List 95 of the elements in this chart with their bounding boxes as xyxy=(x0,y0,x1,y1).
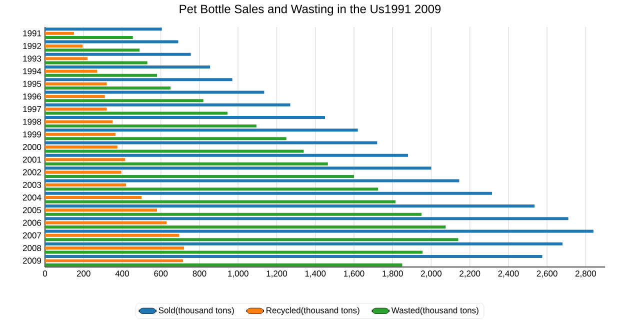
bar xyxy=(45,225,446,228)
bar xyxy=(45,66,210,69)
bar xyxy=(45,128,358,132)
bar xyxy=(45,74,157,77)
bar xyxy=(45,170,122,174)
bar xyxy=(45,188,378,191)
bar xyxy=(45,230,594,233)
y-tick-label: 2002 xyxy=(22,169,42,176)
y-tick-label: 2007 xyxy=(22,232,42,238)
y-tick-label: 1992 xyxy=(23,42,42,49)
y-tick-label: 2005 xyxy=(22,207,42,214)
y-tick-label: 2001 xyxy=(22,156,42,163)
bar xyxy=(45,57,88,60)
y-tick-label: 2003 xyxy=(22,182,42,188)
bar xyxy=(45,116,326,120)
legend-label: Recycled(thousand tons) xyxy=(266,307,360,316)
bar xyxy=(45,250,423,254)
y-tick-label: 1995 xyxy=(23,80,42,87)
bar xyxy=(45,150,304,153)
bar xyxy=(45,174,354,178)
y-tick-label: 1993 xyxy=(23,56,42,62)
bar xyxy=(45,124,256,128)
x-tick-label: 2,000 xyxy=(421,270,442,278)
x-tick-label: 400 xyxy=(115,270,129,277)
x-tick-label: 1,000 xyxy=(228,270,248,278)
x-tick-label: 1,200 xyxy=(266,270,288,278)
x-tick-label: 0 xyxy=(42,270,48,277)
legend-label: Wasted(thousand tons) xyxy=(391,307,478,316)
bar xyxy=(45,44,83,48)
y-tick-label: 1999 xyxy=(23,131,42,138)
y-tick-label: 1991 xyxy=(23,30,42,36)
bar xyxy=(45,259,184,262)
y-tick-label: 1996 xyxy=(23,93,42,100)
y-tick-label: 2008 xyxy=(22,245,42,252)
bar xyxy=(45,238,458,242)
y-tick-label: 2009 xyxy=(22,258,42,264)
x-tick-label: 2,600 xyxy=(536,270,558,278)
bar xyxy=(45,61,148,64)
x-tick-label: 800 xyxy=(192,270,206,277)
bar xyxy=(45,192,492,195)
bar xyxy=(45,263,402,266)
bar xyxy=(45,217,568,220)
bar xyxy=(45,183,126,186)
bar xyxy=(45,112,228,115)
y-tick-label: 2000 xyxy=(22,144,42,150)
x-tick-label: 1,800 xyxy=(382,270,403,278)
bar xyxy=(45,254,542,258)
bar xyxy=(45,78,232,82)
y-tick-label: 2004 xyxy=(22,194,42,201)
x-tick-label: 2,400 xyxy=(498,270,519,278)
bar xyxy=(45,120,113,124)
bar xyxy=(45,234,180,237)
x-tick-label: 600 xyxy=(154,270,168,277)
bar xyxy=(45,221,167,224)
y-tick-label: 2006 xyxy=(22,220,42,226)
y-tick-label: 1997 xyxy=(23,106,42,112)
legend-label: Sold(thousand tons) xyxy=(158,307,234,316)
bar xyxy=(45,90,264,94)
bar xyxy=(45,146,118,148)
bar xyxy=(45,154,408,157)
bar xyxy=(45,196,142,200)
bar xyxy=(45,132,116,136)
x-tick-label: 1,400 xyxy=(305,270,326,278)
bar xyxy=(45,36,133,40)
bar xyxy=(45,108,107,111)
bar xyxy=(45,179,460,182)
x-tick-label: 2,800 xyxy=(575,270,596,278)
bar xyxy=(45,166,432,170)
bar xyxy=(45,208,157,212)
bar xyxy=(45,52,191,56)
bar xyxy=(45,40,178,44)
bar xyxy=(45,94,105,98)
bar xyxy=(45,103,290,106)
bar xyxy=(45,242,563,246)
bar xyxy=(45,86,171,90)
y-tick-label: 1994 xyxy=(23,68,42,74)
bar xyxy=(45,204,535,208)
bar xyxy=(45,70,98,73)
bar xyxy=(45,162,328,166)
y-tick-label: 1998 xyxy=(23,118,42,125)
x-tick-label: 1,600 xyxy=(344,270,364,278)
bar xyxy=(45,99,204,102)
bar xyxy=(45,32,74,35)
bar xyxy=(45,28,162,31)
x-tick-label: 2,200 xyxy=(460,270,480,278)
bar xyxy=(45,82,107,86)
bar xyxy=(45,158,126,162)
bar xyxy=(45,48,140,52)
bar xyxy=(45,137,286,140)
bar xyxy=(45,246,184,250)
bar xyxy=(45,200,396,204)
bar xyxy=(45,141,378,144)
x-tick-label: 200 xyxy=(76,270,90,277)
chart-title: Pet Bottle Sales and Wasting in the Us1991 2009 xyxy=(180,4,441,16)
bar xyxy=(45,212,422,216)
